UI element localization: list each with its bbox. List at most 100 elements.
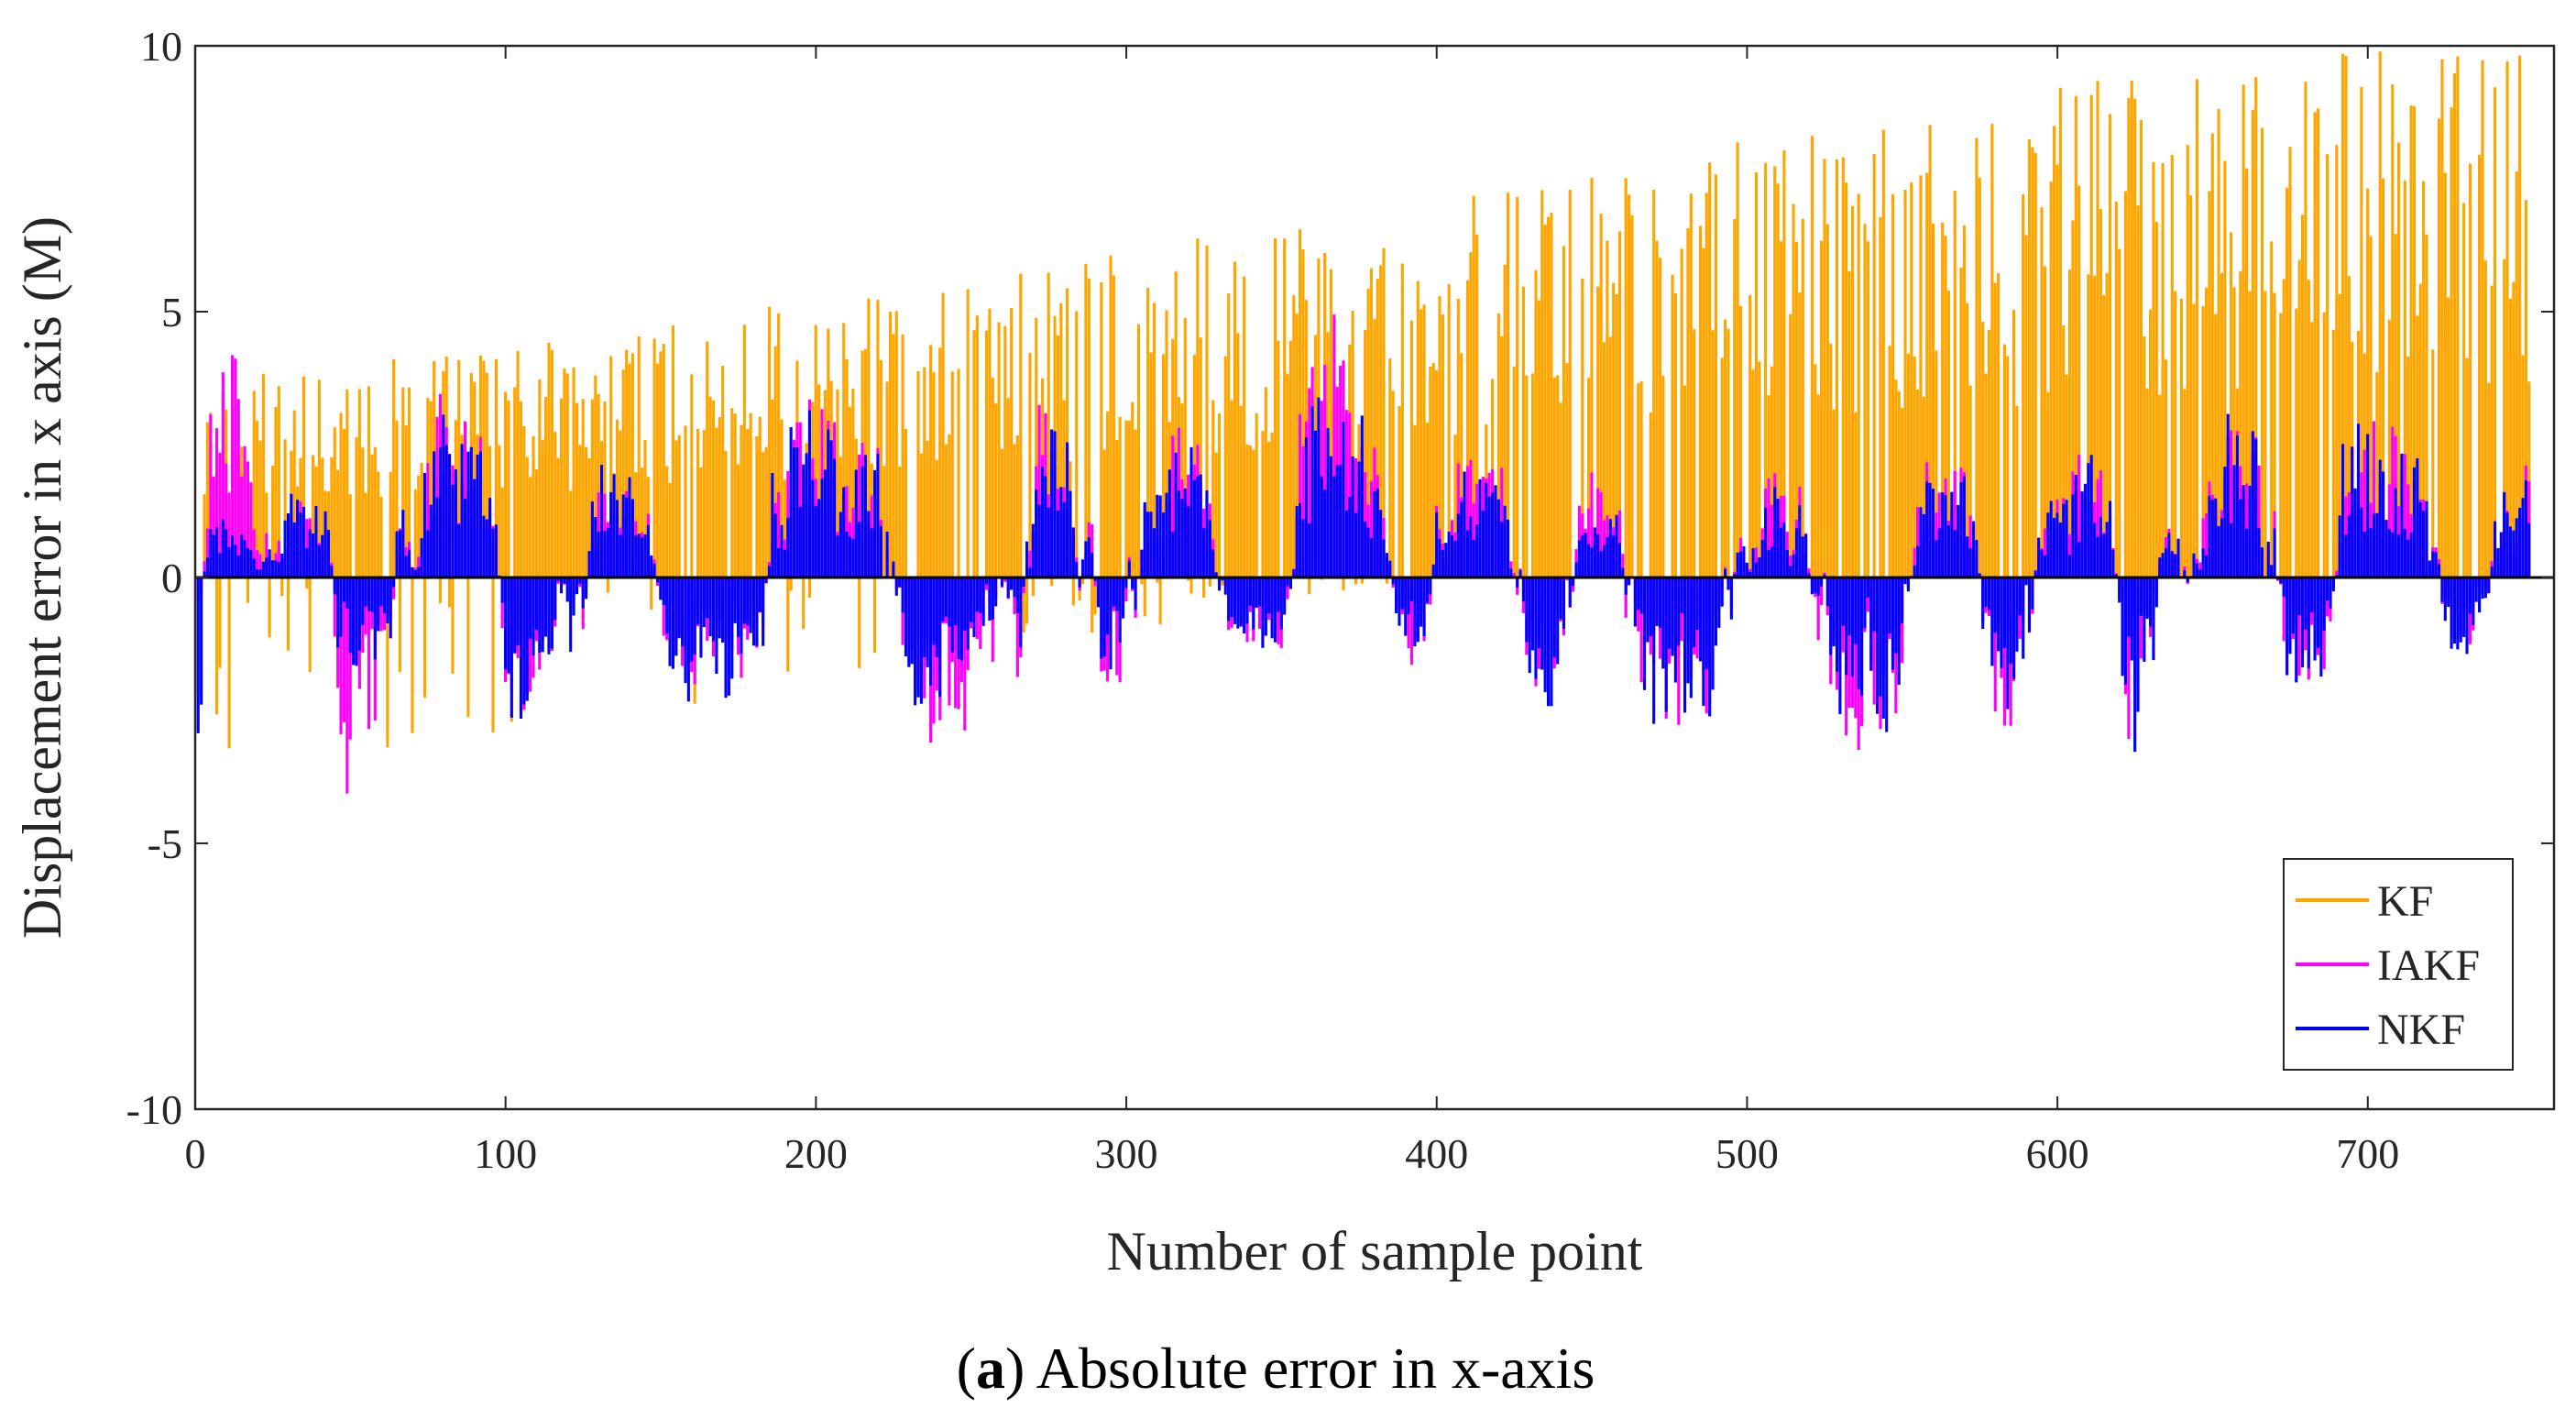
nkf-bar xyxy=(534,578,538,631)
nkf-bar xyxy=(451,484,455,578)
nkf-bar xyxy=(2316,578,2320,648)
nkf-bar xyxy=(1156,494,1159,578)
nkf-bar xyxy=(1425,578,1429,603)
kf-bar xyxy=(1106,411,1110,578)
nkf-bar xyxy=(959,578,963,661)
kf-bar xyxy=(1798,292,1802,578)
kf-bar xyxy=(2412,105,2417,578)
nkf-bar xyxy=(1267,578,1271,614)
x-tick-label: 600 xyxy=(2026,1130,2089,1177)
nkf-bar xyxy=(2022,578,2025,659)
nkf-bar xyxy=(2046,512,2050,578)
nkf-bar xyxy=(1606,537,1609,578)
nkf-bar xyxy=(1230,578,1233,618)
kf-bar xyxy=(2217,108,2220,578)
kf-bar xyxy=(2210,133,2214,578)
kf-bar xyxy=(1028,353,1032,578)
nkf-bar xyxy=(693,578,696,655)
nkf-bar xyxy=(525,578,529,701)
nkf-bar xyxy=(2360,507,2363,578)
kf-bar xyxy=(2447,297,2450,578)
nkf-bar xyxy=(820,478,824,578)
kf-bar xyxy=(2002,344,2006,578)
nkf-bar xyxy=(1015,578,1019,613)
nkf-bar xyxy=(460,444,464,578)
nkf-bar xyxy=(401,510,405,578)
nkf-bar xyxy=(2291,578,2295,634)
nkf-bar xyxy=(1928,482,1932,578)
kf-bar xyxy=(1134,429,1137,578)
nkf-bar xyxy=(466,451,470,578)
nkf-bar xyxy=(1748,571,1752,578)
kf-bar xyxy=(1981,322,1985,578)
nkf-bar xyxy=(1447,531,1451,578)
nkf-bar xyxy=(227,547,231,578)
nkf-bar xyxy=(1227,578,1231,622)
kf-bar xyxy=(1453,434,1457,578)
nkf-bar xyxy=(200,578,203,705)
nkf-bar xyxy=(1916,545,1920,578)
kf-bar xyxy=(581,399,585,578)
iakf-bar xyxy=(2096,478,2099,578)
nkf-bar xyxy=(671,578,674,669)
nkf-bar xyxy=(370,578,374,612)
nkf-bar xyxy=(1820,578,1824,587)
kf-bar xyxy=(1916,389,1920,578)
nkf-bar xyxy=(1438,538,1441,578)
kf-bar xyxy=(944,444,948,578)
nkf-bar xyxy=(2080,491,2084,578)
nkf-bar xyxy=(1102,578,1106,657)
nkf-bar xyxy=(746,578,750,626)
kf-bar xyxy=(674,440,678,578)
iakf-bar xyxy=(230,355,235,578)
nkf-bar xyxy=(2083,483,2088,578)
nkf-bar xyxy=(2331,578,2335,592)
kf-bar xyxy=(2058,87,2062,578)
iakf-bar xyxy=(225,463,228,578)
nkf-bar xyxy=(258,569,262,578)
nkf-bar xyxy=(1628,578,1631,586)
kf-bar xyxy=(1075,311,1079,578)
nkf-bar xyxy=(1313,430,1318,578)
kf-bar xyxy=(1968,385,1972,578)
kf-bar xyxy=(1071,578,1075,606)
kf-bar xyxy=(2456,56,2460,578)
kf-bar xyxy=(451,578,455,674)
iakf-bar xyxy=(1093,578,1097,587)
kf-bar xyxy=(559,398,564,578)
iakf-bar xyxy=(2139,578,2143,659)
nkf-bar xyxy=(795,447,799,578)
iakf-bar xyxy=(1323,365,1327,578)
nkf-bar xyxy=(655,578,660,583)
nkf-bar xyxy=(1946,525,1950,578)
kf-bar xyxy=(1984,373,1988,578)
kf-bar xyxy=(1230,400,1233,578)
nkf-bar xyxy=(907,578,911,667)
nkf-bar xyxy=(2015,578,2019,652)
kf-bar xyxy=(1447,284,1451,578)
nkf-bar xyxy=(413,569,417,578)
nkf-bar xyxy=(395,531,399,578)
nkf-bar xyxy=(1779,527,1783,578)
nkf-bar xyxy=(469,446,473,578)
nkf-bar xyxy=(1617,543,1621,578)
nkf-bar xyxy=(1708,578,1712,717)
kf-bar xyxy=(1496,313,1500,578)
kf-bar xyxy=(1183,317,1187,578)
nkf-bar xyxy=(2037,537,2041,578)
nkf-bar xyxy=(1053,431,1057,578)
kf-bar xyxy=(1382,248,1386,578)
iakf-bar xyxy=(265,533,269,578)
nkf-bar xyxy=(777,547,781,578)
nkf-bar xyxy=(507,578,510,674)
kf-bar xyxy=(292,410,296,578)
nkf-bar xyxy=(1714,578,1717,646)
kf-bar xyxy=(1165,310,1168,578)
kf-bar xyxy=(2189,195,2193,578)
nkf-bar xyxy=(1543,578,1547,693)
kf-bar xyxy=(1962,225,1966,578)
nkf-bar xyxy=(1080,559,1085,578)
kf-bar xyxy=(544,397,548,578)
kf-bar xyxy=(2204,287,2209,578)
nkf-bar xyxy=(2099,516,2102,578)
